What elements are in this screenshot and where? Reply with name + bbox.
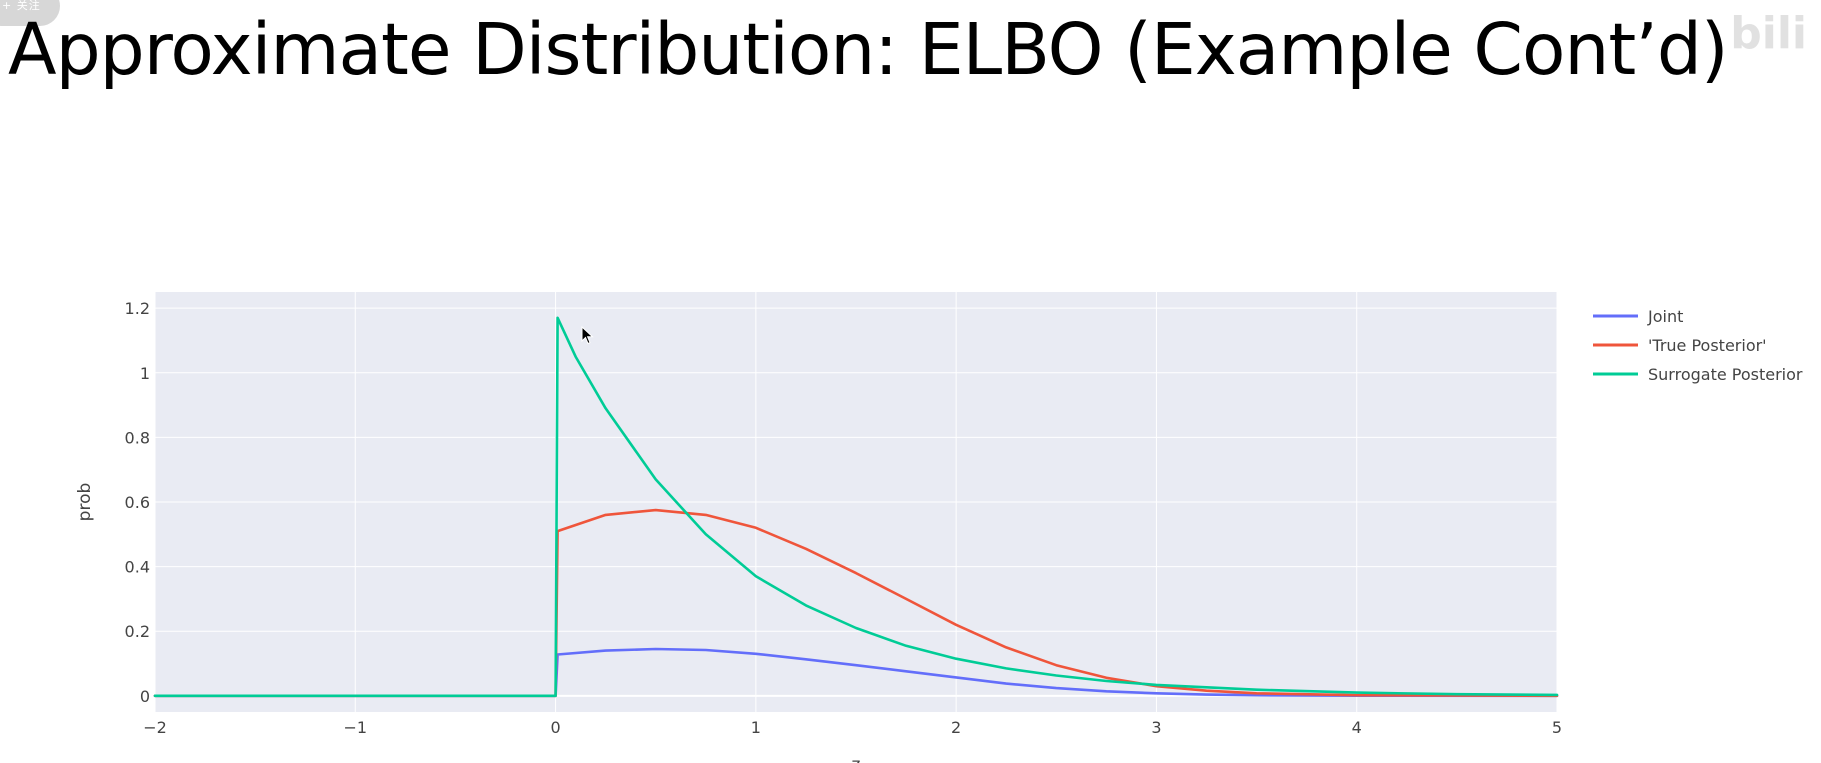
y-axis-label: prob <box>75 483 95 522</box>
y-tick-label: 1.2 <box>125 299 150 318</box>
slide-title: Approximate Distribution: ELBO (Example … <box>8 8 1729 91</box>
watermark-logo: bili <box>1730 8 1807 59</box>
x-tick-label: 1 <box>751 718 761 737</box>
x-axis-label: z <box>852 755 861 763</box>
y-tick-label: 0.8 <box>125 428 150 447</box>
x-tick-label: 4 <box>1352 718 1362 737</box>
y-tick-label: 1 <box>140 364 150 383</box>
x-tick-label: 3 <box>1151 718 1161 737</box>
x-tick-label: 2 <box>951 718 961 737</box>
series-line-1 <box>153 508 1559 698</box>
legend-label: 'True Posterior' <box>1648 336 1767 355</box>
legend-label: Joint <box>1647 307 1683 326</box>
y-tick-label: 0.4 <box>125 558 150 577</box>
axes: −2 −1 0 1 2 3 4 5 0 0.2 0.4 0.6 0.8 1 1.2 prob z <box>75 299 1562 763</box>
x-tick-label: 0 <box>550 718 560 737</box>
series-line-2 <box>153 316 1559 698</box>
x-tick-label: −2 <box>143 718 167 737</box>
follow-badge[interactable]: + 关注 <box>0 0 60 26</box>
series-lines <box>153 316 1559 698</box>
legend-label: Surrogate Posterior <box>1648 365 1803 384</box>
x-tick-label: 5 <box>1552 718 1562 737</box>
y-tick-label: 0.2 <box>125 622 150 641</box>
y-tick-label: 0.6 <box>125 493 150 512</box>
mouse-cursor-icon <box>581 326 594 345</box>
legend: Joint 'True Posterior' Surrogate Posterior <box>1593 307 1803 384</box>
series-line-0 <box>153 647 1559 698</box>
x-tick-label: −1 <box>343 718 367 737</box>
y-tick-label: 0 <box>140 687 150 706</box>
